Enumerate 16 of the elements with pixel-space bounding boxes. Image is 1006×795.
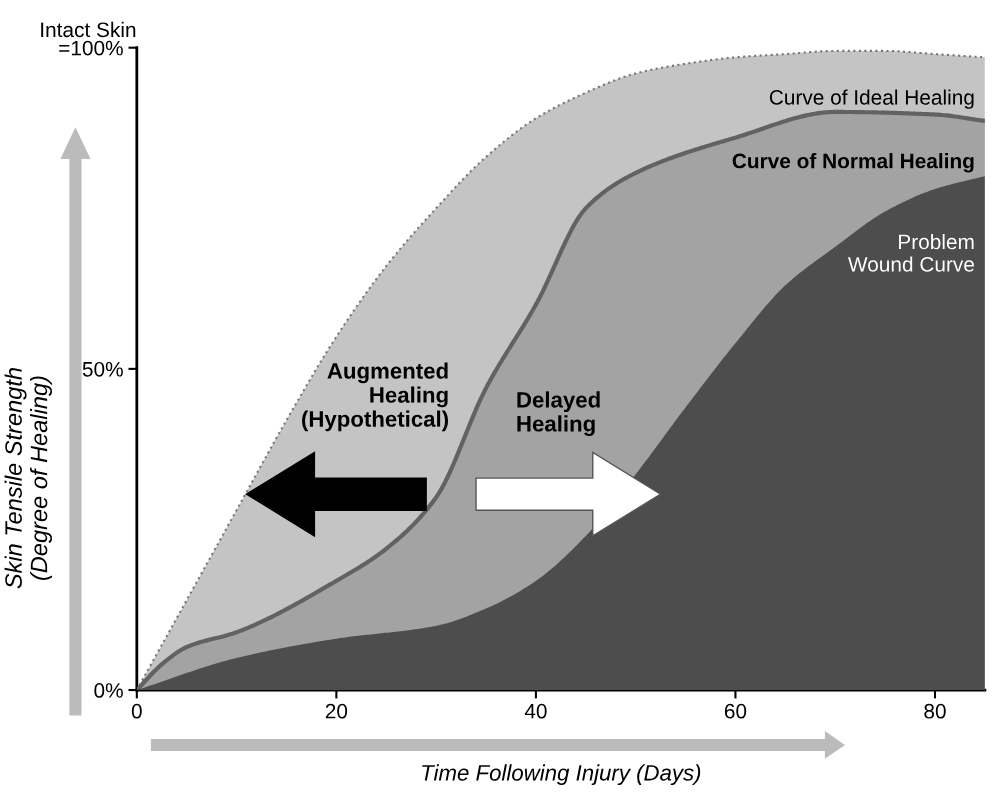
text: Intact Skin bbox=[41, 21, 136, 38]
x-tick-label: 20 bbox=[325, 703, 348, 719]
x-tick-label: 0 bbox=[131, 703, 142, 719]
x-axis-title: Time Following Injury (Days) bbox=[422, 764, 701, 786]
series-label: Problem Wound Curve bbox=[847, 233, 974, 272]
y-axis-title: Skin Tensile Strength (Degree of Healing) bbox=[4, 368, 53, 589]
series-label: Curve of Ideal Healing bbox=[769, 89, 974, 109]
x-tick-label: 80 bbox=[924, 703, 946, 719]
y-tick-label: 0% bbox=[94, 683, 123, 698]
x-tick-label: 60 bbox=[724, 703, 747, 719]
y-tick-label: =100% bbox=[59, 40, 123, 56]
annotation: Augmented Healing (Hypothetical) bbox=[302, 362, 449, 432]
x-tick-label: 40 bbox=[524, 703, 547, 719]
annotation: Delayed Healing bbox=[517, 391, 600, 437]
y-tick-label: 50% bbox=[82, 361, 123, 377]
series-label: Curve of Normal Healing bbox=[732, 153, 974, 173]
